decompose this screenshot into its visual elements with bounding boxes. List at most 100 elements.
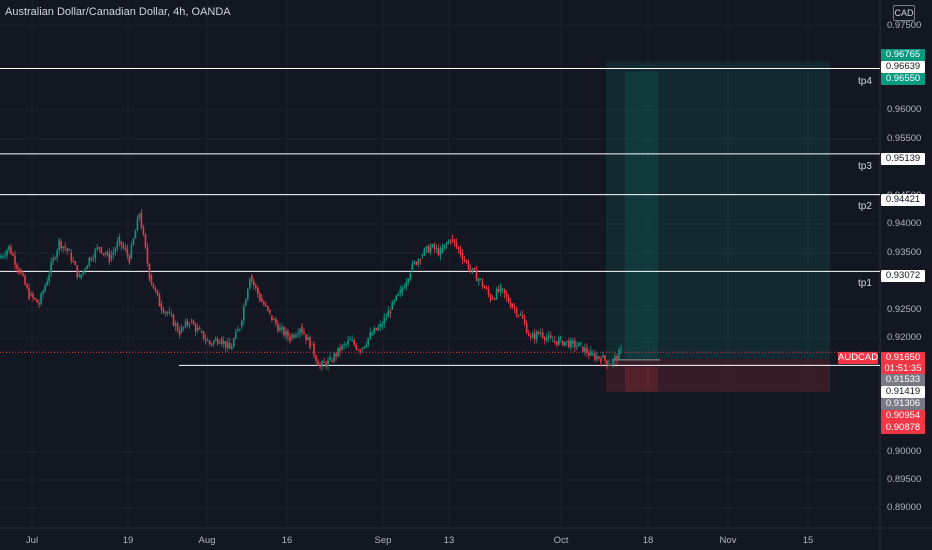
candle-body — [106, 252, 109, 255]
candle-body — [128, 255, 131, 263]
candle-body — [52, 257, 54, 263]
candle-body — [339, 347, 341, 352]
candle-body — [273, 318, 275, 321]
y-tick: 0.89000 — [887, 502, 922, 513]
candle-body — [34, 297, 36, 300]
candle-body — [279, 327, 281, 332]
candle-body — [162, 309, 165, 313]
candle-body — [188, 324, 191, 326]
y-tick: 0.92500 — [887, 304, 922, 315]
currency-button[interactable]: CAD — [893, 5, 915, 21]
candle-body — [26, 284, 28, 288]
candle-body — [469, 269, 472, 271]
candle-body — [114, 248, 117, 252]
candle-body — [6, 250, 8, 256]
candle-body — [614, 356, 616, 360]
candle-body — [309, 336, 311, 349]
candle-body — [612, 359, 614, 364]
candle-body — [253, 280, 255, 285]
candle-body — [525, 323, 528, 334]
candle-body — [289, 337, 291, 342]
candle-body — [413, 261, 416, 264]
candle-body — [353, 339, 355, 345]
candle-body — [285, 330, 287, 336]
candles — [0, 209, 622, 372]
profit-zone — [606, 61, 830, 359]
y-tick: 0.93500 — [887, 247, 922, 258]
candle-body — [497, 288, 500, 292]
candle-body — [78, 275, 81, 278]
candle-body — [557, 338, 560, 345]
candle-body — [64, 246, 67, 249]
candle-body — [76, 265, 79, 278]
candle-body — [335, 353, 337, 357]
candle-body — [391, 301, 394, 310]
candle-body — [411, 263, 414, 270]
candle-body — [2, 256, 4, 258]
candle-body — [564, 341, 566, 346]
candle-body — [419, 259, 422, 261]
candle-body — [359, 350, 361, 353]
candle-body — [50, 262, 52, 273]
candle-body — [566, 340, 568, 342]
candle-body — [14, 255, 16, 265]
candle-body — [224, 341, 227, 348]
candle-body — [371, 333, 373, 336]
candle-body — [562, 340, 564, 346]
candle-body — [32, 293, 34, 298]
candle-body — [104, 253, 107, 255]
loss-zone — [606, 358, 830, 392]
candle-body — [54, 257, 56, 259]
tp1-price-label: 0.93072 — [881, 270, 925, 282]
candle-body — [618, 350, 620, 361]
candle-body — [574, 340, 576, 348]
candle-body — [345, 343, 347, 345]
tp1-label: tp1 — [858, 278, 872, 289]
candle-body — [136, 217, 139, 231]
horizontal-levels — [0, 67, 880, 366]
candle-body — [126, 249, 129, 256]
candle-body — [142, 227, 145, 235]
candle-body — [232, 339, 235, 347]
candle-body — [96, 247, 99, 250]
candle-body — [16, 264, 18, 269]
candle-body — [387, 311, 390, 318]
candle-body — [467, 261, 470, 270]
candle-body — [259, 294, 261, 301]
candle-body — [529, 335, 532, 337]
take-profit-price-label: 0.96765 — [881, 49, 925, 61]
candle-body — [361, 348, 363, 350]
candle-body — [120, 241, 123, 246]
candle-body — [439, 248, 442, 256]
candle-body — [547, 335, 550, 338]
candle-body — [355, 344, 357, 350]
candle-body — [196, 327, 199, 332]
candle-body — [216, 338, 219, 344]
candle-body — [38, 302, 40, 305]
candle-body — [329, 356, 331, 360]
candle-body — [570, 339, 572, 348]
candle-body — [437, 248, 440, 256]
candle-body — [600, 358, 602, 363]
tp2-label: tp2 — [858, 201, 872, 212]
candle-body — [327, 359, 329, 367]
candle-body — [172, 314, 175, 326]
candle-body — [4, 255, 6, 257]
candle-body — [553, 340, 556, 342]
candle-body — [68, 249, 71, 251]
candle-body — [491, 298, 494, 300]
candle-body — [513, 307, 516, 309]
candle-body — [501, 288, 504, 290]
candle-body — [325, 362, 327, 367]
candle-body — [269, 309, 271, 313]
candle-body — [46, 281, 48, 286]
candle-body — [220, 338, 223, 345]
candle-body — [144, 234, 147, 248]
candle-body — [606, 360, 608, 365]
candle-body — [8, 245, 10, 251]
candle-body — [421, 255, 424, 257]
candle-body — [116, 242, 119, 249]
candle-body — [365, 344, 367, 347]
support-price-label: 0.91419 — [881, 386, 925, 398]
